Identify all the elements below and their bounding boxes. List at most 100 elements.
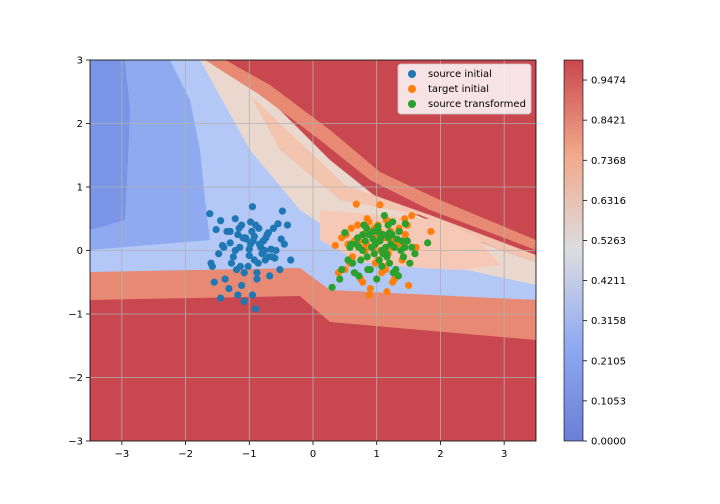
- colorbar-tick-label: 0.8421: [591, 116, 626, 127]
- scatter-point: [371, 239, 380, 247]
- scatter-point: [399, 253, 408, 261]
- scatter-point: [253, 275, 261, 283]
- scatter-point: [262, 234, 270, 242]
- x-tick-label: −1: [242, 449, 257, 460]
- scatter-point: [274, 220, 282, 228]
- x-tick-label: −3: [114, 449, 129, 460]
- scatter-point: [218, 241, 227, 250]
- colorbar-ticks: 0.0000 0.1053 0.2105 0.3158 0.4211 0.5263 0.63…: [583, 76, 626, 448]
- scatter-point: [352, 200, 360, 208]
- scatter-point: [357, 256, 365, 264]
- contour-neutral-band: [200, 60, 536, 285]
- scatter-point: [331, 241, 339, 250]
- scatter-point: [206, 210, 214, 218]
- scatter-point: [248, 203, 257, 211]
- scatter-point: [240, 297, 248, 305]
- x-axis: −3 −2 −1 0 1 2 3: [114, 441, 507, 460]
- y-tick-label: 1: [77, 183, 83, 194]
- x-tick-label: 2: [437, 449, 443, 460]
- colorbar-tick-label: 0.5263: [591, 236, 626, 247]
- scatter-point: [383, 288, 391, 296]
- y-tick-label: −3: [68, 437, 83, 448]
- colorbar-tick-label: 0.6316: [591, 196, 626, 207]
- scatter-point: [375, 256, 383, 264]
- scatter-point: [363, 253, 371, 261]
- scatter-point: [240, 269, 248, 277]
- scatter-point: [406, 259, 414, 267]
- legend-marker-source-transformed: [408, 100, 416, 108]
- colorbar-gradient: [563, 59, 584, 442]
- scatter-point: [241, 234, 250, 242]
- scatter-point: [287, 256, 295, 264]
- scatter-point: [236, 262, 244, 270]
- colorbar: 0.0000 0.1053 0.2105 0.3158 0.4211 0.5263 0.63…: [563, 59, 626, 448]
- colorbar-tick-label: 0.2105: [591, 356, 626, 367]
- colorbar-tick-label: 0.7368: [591, 156, 626, 167]
- scatter-point: [365, 291, 373, 299]
- scatter-point: [378, 246, 386, 255]
- scatter-point: [208, 262, 216, 270]
- scatter-point: [283, 221, 292, 229]
- y-tick-label: 3: [77, 56, 83, 67]
- colorbar-tick-label: 0.4211: [591, 276, 626, 287]
- series-source-transformed: [328, 211, 432, 291]
- scatter-point: [378, 262, 386, 270]
- scatter-point: [227, 259, 236, 267]
- scatter-point: [276, 265, 284, 274]
- scatter-point: [221, 275, 229, 283]
- scatter-point: [235, 224, 243, 232]
- colorbar-tick-label: 0.1053: [591, 396, 626, 407]
- scatter-point: [398, 237, 406, 245]
- scatter-point: [374, 222, 382, 230]
- scatter-point: [395, 227, 403, 236]
- y-tick-label: −1: [68, 310, 83, 321]
- scatter-point: [210, 278, 218, 286]
- scatter-point: [389, 218, 397, 226]
- scatter-point: [328, 283, 336, 291]
- x-tick-label: 0: [310, 449, 316, 460]
- scatter-point: [359, 231, 367, 239]
- scatter-point: [272, 246, 280, 255]
- scatter-point: [248, 227, 256, 236]
- scatter-point: [226, 227, 234, 236]
- scatter-point: [217, 294, 225, 302]
- scatter-point: [373, 275, 381, 283]
- colorbar-tick-label: 0.3158: [591, 316, 626, 327]
- legend-box: [397, 63, 532, 115]
- scatter-point: [225, 285, 233, 293]
- legend-marker-source-initial: [408, 70, 416, 78]
- scatter-points: [206, 200, 435, 313]
- scatter-point: [338, 265, 346, 274]
- scatter-point: [248, 291, 257, 299]
- scatter-point: [231, 215, 239, 223]
- scatter-point: [246, 218, 255, 226]
- scatter-point: [366, 285, 374, 293]
- scatter-point: [250, 256, 258, 264]
- scatter-point: [374, 227, 382, 236]
- y-tick-label: 2: [77, 119, 83, 130]
- scatter-point: [389, 269, 397, 277]
- scatter-point: [346, 243, 354, 251]
- scatter-point: [359, 246, 367, 255]
- scatter-point: [341, 229, 349, 237]
- legend-label-source-initial: source initial: [428, 69, 492, 80]
- scatter-point: [212, 225, 220, 234]
- scatter-point: [384, 234, 392, 242]
- scatter-point: [362, 224, 371, 232]
- scatter-point: [229, 253, 237, 261]
- y-axis: −3 −2 −1 0 1 2 3: [68, 56, 90, 448]
- scatter-point: [280, 240, 288, 248]
- scatter-point: [269, 224, 278, 232]
- scatter-point: [424, 239, 432, 247]
- scatter-point: [348, 259, 357, 267]
- scatter-point: [376, 201, 384, 209]
- scatter-point: [252, 305, 260, 313]
- x-tick-label: 3: [501, 449, 507, 460]
- scatter-point: [361, 237, 369, 245]
- scatter-point: [427, 227, 435, 236]
- scatter-point: [401, 231, 409, 239]
- scatter-point: [266, 272, 274, 280]
- scatter-point: [404, 281, 413, 290]
- scatter-point: [385, 259, 394, 267]
